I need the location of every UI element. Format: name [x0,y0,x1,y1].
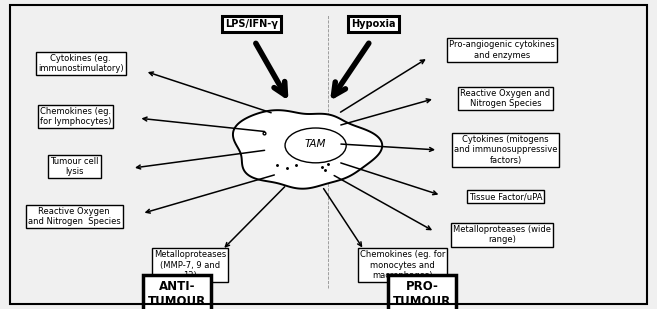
Text: Hypoxia: Hypoxia [351,19,396,29]
Text: Chemokines (eg.
for lymphocytes): Chemokines (eg. for lymphocytes) [40,107,111,126]
Text: PRO-
TUMOUR: PRO- TUMOUR [393,280,451,308]
Text: Metalloproteases
(MMP-7, 9 and
12): Metalloproteases (MMP-7, 9 and 12) [154,250,226,280]
Text: Tumour cell
lysis: Tumour cell lysis [50,157,99,176]
Text: Reactive Oxygen and
Nitrogen Species: Reactive Oxygen and Nitrogen Species [461,89,551,108]
Text: Chemokines (eg. for
monocytes and
macrophages): Chemokines (eg. for monocytes and macrop… [360,250,445,280]
Text: Cytokines (eg.
immunostimulatory): Cytokines (eg. immunostimulatory) [38,54,124,73]
Polygon shape [233,110,382,189]
Text: Cytokines (mitogens
and immunosuppressive
factors): Cytokines (mitogens and immunosuppressiv… [454,135,557,165]
Text: Pro-angiogenic cytokines
and enzymes: Pro-angiogenic cytokines and enzymes [449,40,555,60]
Text: Metalloproteases (wide
range): Metalloproteases (wide range) [453,225,551,244]
Text: Reactive Oxygen
and Nitrogen  Species: Reactive Oxygen and Nitrogen Species [28,207,120,226]
Text: TAM: TAM [305,139,327,149]
Text: LPS/IFN-γ: LPS/IFN-γ [225,19,278,29]
Text: Tissue Factor/uPA: Tissue Factor/uPA [469,193,542,201]
Text: ANTI-
TUMOUR: ANTI- TUMOUR [148,280,206,308]
